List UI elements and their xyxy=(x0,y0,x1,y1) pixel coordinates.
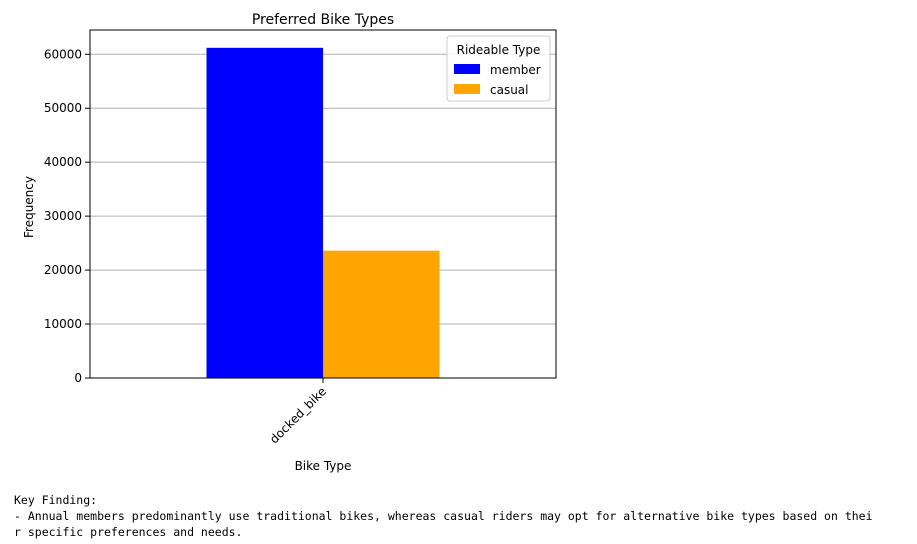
x-axis-ticks: docked_bike xyxy=(267,378,329,446)
legend-swatch-member xyxy=(454,64,480,74)
key-finding-heading: Key Finding: xyxy=(14,493,98,507)
bar-member-docked_bike xyxy=(206,47,323,378)
x-axis-label: Bike Type xyxy=(295,459,352,473)
legend-title: Rideable Type xyxy=(457,43,541,57)
bars xyxy=(206,47,440,378)
y-tick-label-0: 0 xyxy=(74,371,82,385)
key-finding-line-1: - Annual members predominantly use tradi… xyxy=(14,509,873,523)
legend-label-member: member xyxy=(490,63,541,77)
y-tick-label-50000: 50000 xyxy=(44,101,82,115)
y-tick-label-60000: 60000 xyxy=(44,47,82,61)
legend: Rideable Type member casual xyxy=(446,35,551,102)
key-finding-line-2: r specific preferences and needs. xyxy=(14,525,243,539)
y-tick-label-30000: 30000 xyxy=(44,209,82,223)
key-finding-output: Key Finding: - Annual members predominan… xyxy=(14,492,873,540)
y-axis-label: Frequency xyxy=(22,176,36,238)
bar-casual-docked_bike xyxy=(323,250,440,378)
x-tick-label-docked_bike: docked_bike xyxy=(267,384,329,446)
chart-title: Preferred Bike Types xyxy=(252,12,394,28)
y-tick-label-10000: 10000 xyxy=(44,317,82,331)
bar-chart: 0 10000 20000 30000 40000 50000 60000 docked_b… xyxy=(22,12,557,473)
legend-swatch-casual xyxy=(454,84,480,94)
legend-label-casual: casual xyxy=(490,83,529,97)
y-tick-label-20000: 20000 xyxy=(44,263,82,277)
y-axis-ticks: 0 10000 20000 30000 40000 50000 60000 xyxy=(44,47,90,385)
y-tick-label-40000: 40000 xyxy=(44,155,82,169)
